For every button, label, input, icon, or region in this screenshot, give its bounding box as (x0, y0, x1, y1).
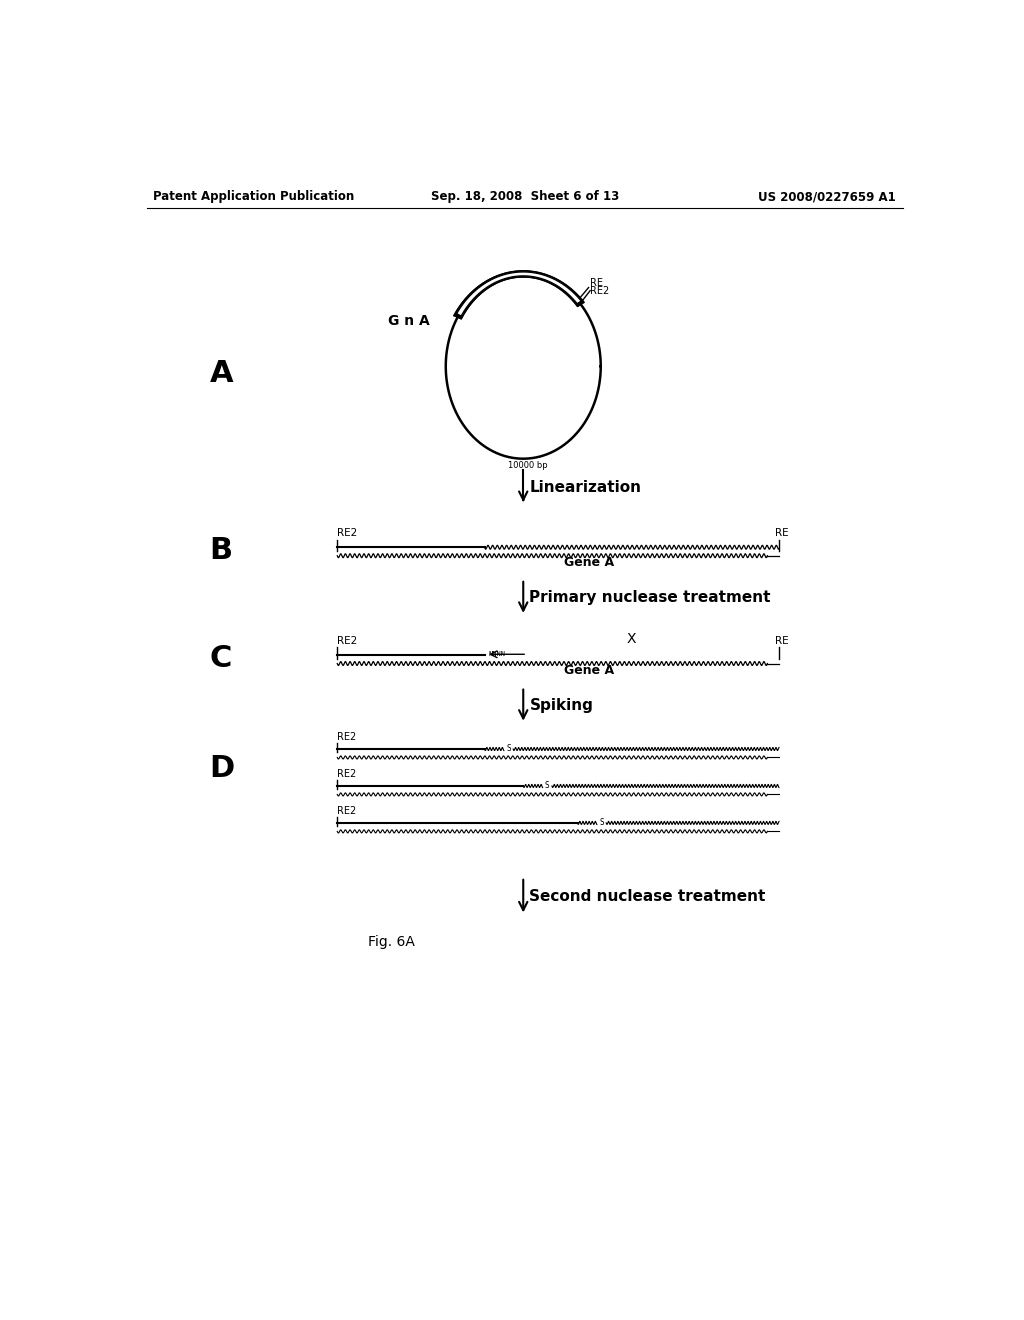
Text: US 2008/0227659 A1: US 2008/0227659 A1 (758, 190, 895, 203)
Text: RE2: RE2 (337, 636, 357, 647)
Text: X: X (627, 632, 637, 645)
Text: Sep. 18, 2008  Sheet 6 of 13: Sep. 18, 2008 Sheet 6 of 13 (431, 190, 618, 203)
Text: S: S (506, 743, 511, 752)
Text: Second nuclease treatment: Second nuclease treatment (529, 888, 766, 904)
Text: RE2: RE2 (337, 768, 356, 779)
Text: A: A (209, 359, 233, 388)
Text: 10000 bp: 10000 bp (508, 461, 548, 470)
Text: Linearization: Linearization (529, 480, 641, 495)
Text: Spiking: Spiking (529, 697, 593, 713)
Text: B: B (209, 536, 232, 565)
Text: RE: RE (775, 636, 788, 647)
Text: D: D (209, 755, 234, 784)
Text: G n A: G n A (388, 314, 429, 327)
Text: S: S (599, 817, 604, 826)
Text: Gene A: Gene A (564, 557, 614, 569)
Text: RE: RE (775, 528, 788, 539)
Text: Gene A: Gene A (564, 664, 614, 677)
Text: RE2: RE2 (337, 805, 356, 816)
Text: RE2: RE2 (590, 285, 609, 296)
Text: RE: RE (590, 279, 603, 288)
Text: S: S (545, 780, 550, 789)
Text: NNNN: NNNN (488, 651, 506, 657)
Text: RE2: RE2 (337, 528, 357, 539)
Text: C: C (209, 644, 231, 673)
Text: Patent Application Publication: Patent Application Publication (153, 190, 354, 203)
Text: Primary nuclease treatment: Primary nuclease treatment (529, 590, 771, 605)
Text: Fig. 6A: Fig. 6A (369, 935, 415, 949)
Text: RE2: RE2 (337, 731, 356, 742)
